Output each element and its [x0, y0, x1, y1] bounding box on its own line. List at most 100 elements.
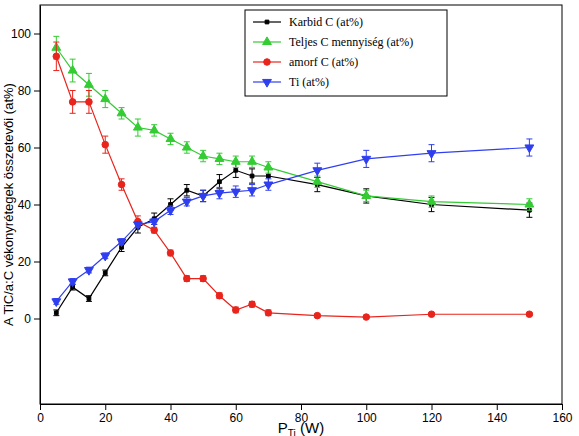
- point: [150, 125, 159, 133]
- series: [52, 139, 534, 307]
- legend-label: Karbid C (at%): [289, 15, 363, 29]
- legend-marker: [264, 59, 271, 66]
- tick: 140: [487, 404, 507, 425]
- error-bar: [200, 276, 206, 282]
- point: [427, 197, 436, 205]
- y-axis-title: A TiC/a:C vékonyrétegek összetevői (at%): [1, 83, 16, 326]
- point: [234, 168, 238, 172]
- axis-line: [40, 6, 41, 405]
- tick: 60: [230, 404, 244, 425]
- tick-label: 40: [164, 411, 178, 425]
- error-bar: [216, 175, 222, 189]
- point: [313, 168, 322, 176]
- error-bar: [86, 91, 92, 114]
- tick-label: 140: [487, 411, 507, 425]
- tick: 100: [11, 27, 40, 41]
- tick: 80: [18, 84, 40, 98]
- error-bar: [233, 307, 239, 313]
- data-area: [52, 36, 534, 320]
- tick-mark: [562, 404, 563, 410]
- legend-item: amorf C (at%): [253, 55, 358, 69]
- tick-mark: [34, 319, 40, 320]
- point: [215, 191, 224, 199]
- point: [102, 141, 109, 148]
- point: [525, 199, 534, 207]
- point: [53, 53, 60, 60]
- point: [525, 145, 534, 153]
- point: [267, 174, 271, 178]
- point: [218, 180, 222, 184]
- tick: 160: [552, 404, 572, 425]
- point: [133, 222, 142, 230]
- error-bar: [265, 310, 271, 316]
- point: [86, 99, 93, 106]
- point: [264, 182, 273, 190]
- error-bar: [53, 42, 59, 71]
- point: [101, 94, 110, 102]
- legend-item: Ti (at%): [253, 75, 329, 89]
- legend: Karbid C (at%) Teljes C mennyiség (at%) am…: [245, 10, 447, 96]
- point: [52, 299, 61, 307]
- tick-mark: [301, 404, 302, 410]
- point: [68, 65, 77, 73]
- tick-label: 40: [18, 198, 32, 212]
- tick: 120: [422, 404, 442, 425]
- point: [362, 156, 371, 164]
- tick-label: 60: [18, 141, 32, 155]
- plot-frame: [40, 5, 562, 404]
- tick: 100: [357, 404, 377, 425]
- tick: 60: [18, 141, 40, 155]
- error-bar: [168, 250, 174, 256]
- legend-item: Karbid C (at%): [253, 15, 363, 29]
- series: [53, 42, 533, 320]
- tick-mark: [497, 404, 498, 410]
- series: [52, 36, 534, 210]
- tick-label: 20: [99, 411, 113, 425]
- point: [185, 188, 189, 192]
- legend-marker: [263, 79, 272, 87]
- tick: 40: [164, 404, 178, 425]
- legend-item: Teljes C mennyiség (at%): [253, 35, 413, 49]
- legend-label: amorf C (at%): [289, 55, 358, 69]
- series-line: [56, 170, 529, 312]
- tick-mark: [432, 404, 433, 410]
- error-bar: [53, 310, 59, 316]
- point: [69, 99, 76, 106]
- tick-mark: [171, 404, 172, 410]
- tick-mark: [40, 404, 41, 410]
- tick-label: 60: [230, 411, 244, 425]
- point: [85, 267, 94, 275]
- point: [362, 191, 371, 199]
- point: [264, 162, 273, 170]
- tick: 20: [18, 255, 40, 269]
- point: [117, 239, 126, 247]
- tick: 40: [18, 198, 40, 212]
- tick-label: 20: [18, 255, 32, 269]
- point: [166, 208, 175, 216]
- chart: 020406080100120140160020406080100PTi (W)…: [0, 0, 579, 436]
- error-bar: [184, 185, 190, 196]
- point: [249, 301, 256, 308]
- tick-mark: [34, 205, 40, 206]
- point: [314, 312, 321, 319]
- point: [248, 157, 257, 165]
- error-bar: [184, 276, 190, 282]
- point: [184, 275, 191, 282]
- error-bar: [102, 136, 108, 153]
- point: [250, 174, 254, 178]
- tick: 20: [99, 404, 113, 425]
- error-bar: [119, 179, 125, 190]
- tick-mark: [34, 148, 40, 149]
- point: [427, 151, 436, 159]
- error-bar: [70, 91, 76, 114]
- point: [215, 154, 224, 162]
- error-bar: [86, 296, 92, 302]
- x-axis-title: PTi (W): [278, 419, 324, 436]
- point: [87, 297, 91, 301]
- point: [68, 279, 77, 287]
- tick-mark: [34, 262, 40, 263]
- series: [53, 163, 532, 315]
- point: [118, 181, 125, 188]
- point: [199, 151, 208, 159]
- point: [526, 311, 533, 318]
